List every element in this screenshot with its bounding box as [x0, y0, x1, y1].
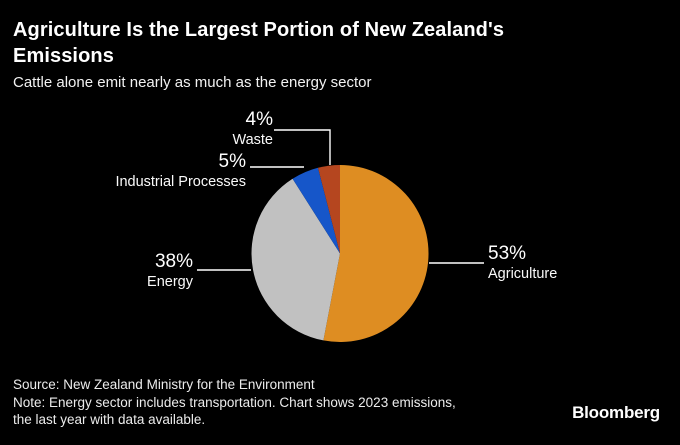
pie-slice-agriculture [323, 164, 429, 342]
callout-agriculture-value: 53% [488, 243, 527, 264]
pie-slice-industrial-processes [292, 167, 340, 254]
bloomberg-logo: Bloomberg [572, 403, 660, 422]
callout-waste-label: Waste [232, 132, 273, 148]
callout-industrial-processes-label: Industrial Processes [115, 174, 246, 190]
callout-industrial-processes: 5% Industrial Processes [115, 151, 246, 191]
callout-energy-value: 38% [154, 251, 193, 272]
pie-slice-waste [317, 165, 340, 254]
callout-energy: 38% Energy [147, 251, 193, 291]
callout-agriculture-label: Agriculture [488, 266, 558, 282]
chart-title: Agriculture Is the Largest Portion of Ne… [13, 19, 505, 67]
source-line: Source: New Zealand Ministry for the Env… [13, 377, 315, 392]
leader-line-waste [274, 129, 331, 165]
callout-waste-value: 4% [245, 109, 273, 130]
callout-agriculture: 53% Agriculture [488, 243, 557, 283]
callout-industrial-processes-value: 5% [218, 151, 246, 172]
chart-subtitle: Cattle alone emit nearly as much as the … [13, 74, 372, 91]
note-line-1: Note: Energy sector includes transportat… [13, 394, 456, 410]
note-line-2: the last year with data available. [13, 412, 206, 427]
footer: Source: New Zealand Ministry for the Env… [13, 376, 456, 429]
callout-waste: 4% Waste [232, 109, 273, 149]
leader-lines [197, 129, 484, 271]
header: Agriculture Is the Largest Portion of Ne… [13, 17, 513, 92]
pie-chart [251, 164, 429, 342]
pie-slice-energy [251, 178, 340, 341]
callout-energy-label: Energy [147, 274, 193, 290]
